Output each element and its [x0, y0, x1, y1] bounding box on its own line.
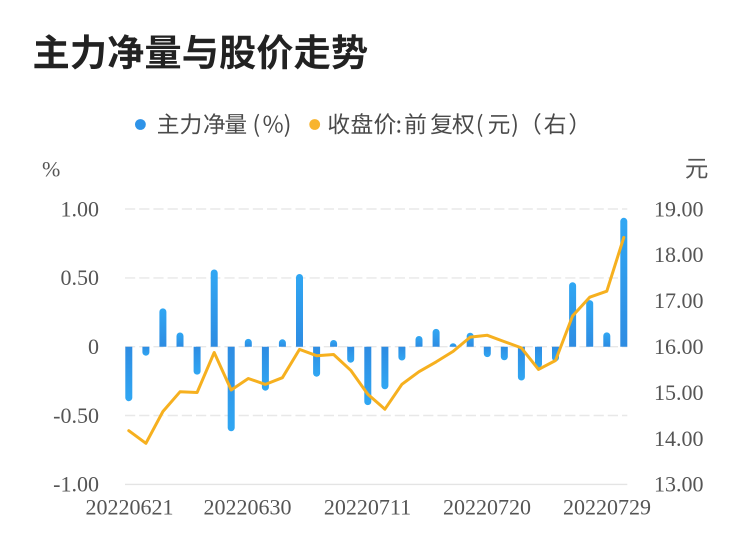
svg-text:16.00: 16.00	[654, 334, 704, 359]
svg-text:13.00: 13.00	[654, 472, 704, 497]
svg-text:20220729: 20220729	[563, 494, 651, 519]
svg-text:15.00: 15.00	[654, 380, 704, 405]
svg-text:20220720: 20220720	[443, 494, 531, 519]
svg-text:1.00: 1.00	[61, 196, 100, 221]
svg-text:17.00: 17.00	[654, 288, 704, 313]
svg-text:19.00: 19.00	[654, 196, 704, 221]
svg-text:0: 0	[88, 334, 99, 359]
svg-text:20220630: 20220630	[204, 494, 292, 519]
svg-text:20220621: 20220621	[86, 494, 174, 519]
svg-text:14.00: 14.00	[654, 426, 704, 451]
svg-text:%: %	[42, 156, 60, 181]
svg-text:-1.00: -1.00	[53, 472, 99, 497]
svg-text:-0.50: -0.50	[53, 403, 99, 428]
svg-text:0.50: 0.50	[61, 265, 100, 290]
svg-text:20220711: 20220711	[324, 494, 411, 519]
svg-text:18.00: 18.00	[654, 242, 704, 267]
